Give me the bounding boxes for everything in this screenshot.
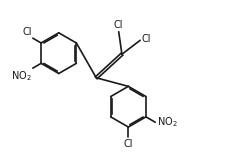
Text: NO$_2$: NO$_2$ — [11, 69, 32, 83]
Text: Cl: Cl — [124, 139, 133, 149]
Text: Cl: Cl — [142, 34, 151, 44]
Text: Cl: Cl — [114, 20, 123, 30]
Text: Cl: Cl — [22, 27, 32, 37]
Text: NO$_2$: NO$_2$ — [157, 115, 178, 129]
